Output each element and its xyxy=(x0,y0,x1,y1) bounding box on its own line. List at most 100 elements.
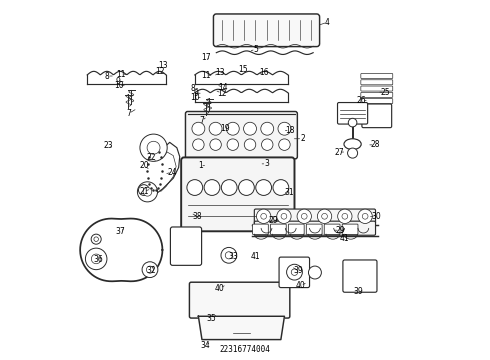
Circle shape xyxy=(245,139,256,150)
Circle shape xyxy=(147,266,153,273)
Circle shape xyxy=(227,139,239,150)
Text: 37: 37 xyxy=(115,228,125,237)
Circle shape xyxy=(348,118,357,127)
FancyBboxPatch shape xyxy=(289,224,304,234)
Text: 32: 32 xyxy=(146,266,156,275)
Text: 16: 16 xyxy=(259,68,269,77)
Circle shape xyxy=(347,148,358,158)
Text: 8: 8 xyxy=(191,84,196,93)
FancyBboxPatch shape xyxy=(361,86,393,91)
FancyBboxPatch shape xyxy=(214,14,319,46)
Circle shape xyxy=(262,139,273,150)
FancyBboxPatch shape xyxy=(254,209,375,224)
FancyBboxPatch shape xyxy=(342,224,358,234)
Circle shape xyxy=(91,254,101,264)
Text: 7: 7 xyxy=(199,116,204,125)
FancyBboxPatch shape xyxy=(306,224,322,234)
Text: 5: 5 xyxy=(253,45,258,54)
Circle shape xyxy=(204,180,220,195)
FancyBboxPatch shape xyxy=(343,260,377,292)
Circle shape xyxy=(256,180,271,195)
Text: 8: 8 xyxy=(104,72,109,81)
FancyBboxPatch shape xyxy=(362,104,392,128)
Text: 24: 24 xyxy=(167,168,177,177)
Text: 25: 25 xyxy=(380,87,390,96)
Circle shape xyxy=(226,122,239,135)
Circle shape xyxy=(142,262,158,278)
Circle shape xyxy=(256,209,271,224)
Circle shape xyxy=(91,234,101,244)
Circle shape xyxy=(221,180,237,195)
Circle shape xyxy=(143,188,152,196)
Text: 41: 41 xyxy=(251,252,261,261)
Circle shape xyxy=(147,141,160,154)
Circle shape xyxy=(297,209,312,224)
Circle shape xyxy=(192,122,205,135)
Text: 23: 23 xyxy=(103,141,113,150)
Circle shape xyxy=(85,248,107,270)
FancyBboxPatch shape xyxy=(252,224,269,234)
Text: 3: 3 xyxy=(264,159,269,168)
Circle shape xyxy=(309,266,321,279)
FancyBboxPatch shape xyxy=(361,73,393,78)
Circle shape xyxy=(287,264,302,280)
Text: 7: 7 xyxy=(126,109,131,118)
Text: 29: 29 xyxy=(268,216,278,225)
Text: 41: 41 xyxy=(340,234,349,243)
Circle shape xyxy=(221,247,237,263)
Circle shape xyxy=(301,213,307,219)
Text: 12: 12 xyxy=(155,67,165,76)
Text: 15: 15 xyxy=(239,65,248,74)
Text: 26: 26 xyxy=(357,96,367,105)
Ellipse shape xyxy=(344,139,361,149)
Text: 14: 14 xyxy=(219,83,228,92)
Circle shape xyxy=(321,213,327,219)
Text: 31: 31 xyxy=(284,188,294,197)
Circle shape xyxy=(239,180,254,195)
Text: 35: 35 xyxy=(206,314,216,323)
FancyBboxPatch shape xyxy=(361,99,393,104)
Circle shape xyxy=(358,209,372,224)
Text: 9: 9 xyxy=(115,77,120,86)
Circle shape xyxy=(187,180,203,195)
Circle shape xyxy=(281,213,287,219)
Text: 38: 38 xyxy=(193,212,202,221)
FancyBboxPatch shape xyxy=(270,224,286,234)
FancyBboxPatch shape xyxy=(324,224,340,234)
FancyBboxPatch shape xyxy=(361,80,393,85)
FancyBboxPatch shape xyxy=(171,227,201,265)
Text: 13: 13 xyxy=(158,62,167,71)
FancyBboxPatch shape xyxy=(279,257,310,288)
Text: 28: 28 xyxy=(370,140,380,149)
Polygon shape xyxy=(80,219,162,281)
Text: 13: 13 xyxy=(215,68,225,77)
Text: 2: 2 xyxy=(300,134,305,143)
Circle shape xyxy=(273,180,289,195)
Circle shape xyxy=(318,209,332,224)
Text: 40: 40 xyxy=(215,284,225,293)
Text: 19: 19 xyxy=(220,124,230,133)
Text: 11: 11 xyxy=(117,70,126,79)
Text: 40: 40 xyxy=(295,281,305,290)
Circle shape xyxy=(225,252,232,259)
Text: 4: 4 xyxy=(325,18,330,27)
Circle shape xyxy=(137,182,157,202)
Text: 18: 18 xyxy=(285,126,294,135)
Text: 29: 29 xyxy=(335,226,345,235)
Circle shape xyxy=(244,122,256,135)
FancyBboxPatch shape xyxy=(181,157,294,231)
Circle shape xyxy=(94,237,98,242)
Circle shape xyxy=(139,185,149,195)
Text: 9: 9 xyxy=(193,89,198,98)
FancyBboxPatch shape xyxy=(338,103,368,124)
Text: 12: 12 xyxy=(217,89,226,98)
FancyBboxPatch shape xyxy=(190,282,290,318)
Circle shape xyxy=(140,134,167,161)
Circle shape xyxy=(261,122,274,135)
Text: 17: 17 xyxy=(201,53,210,62)
Circle shape xyxy=(210,139,221,150)
Circle shape xyxy=(279,139,290,150)
Circle shape xyxy=(291,269,298,275)
FancyBboxPatch shape xyxy=(361,92,393,97)
Text: 1: 1 xyxy=(198,161,202,170)
